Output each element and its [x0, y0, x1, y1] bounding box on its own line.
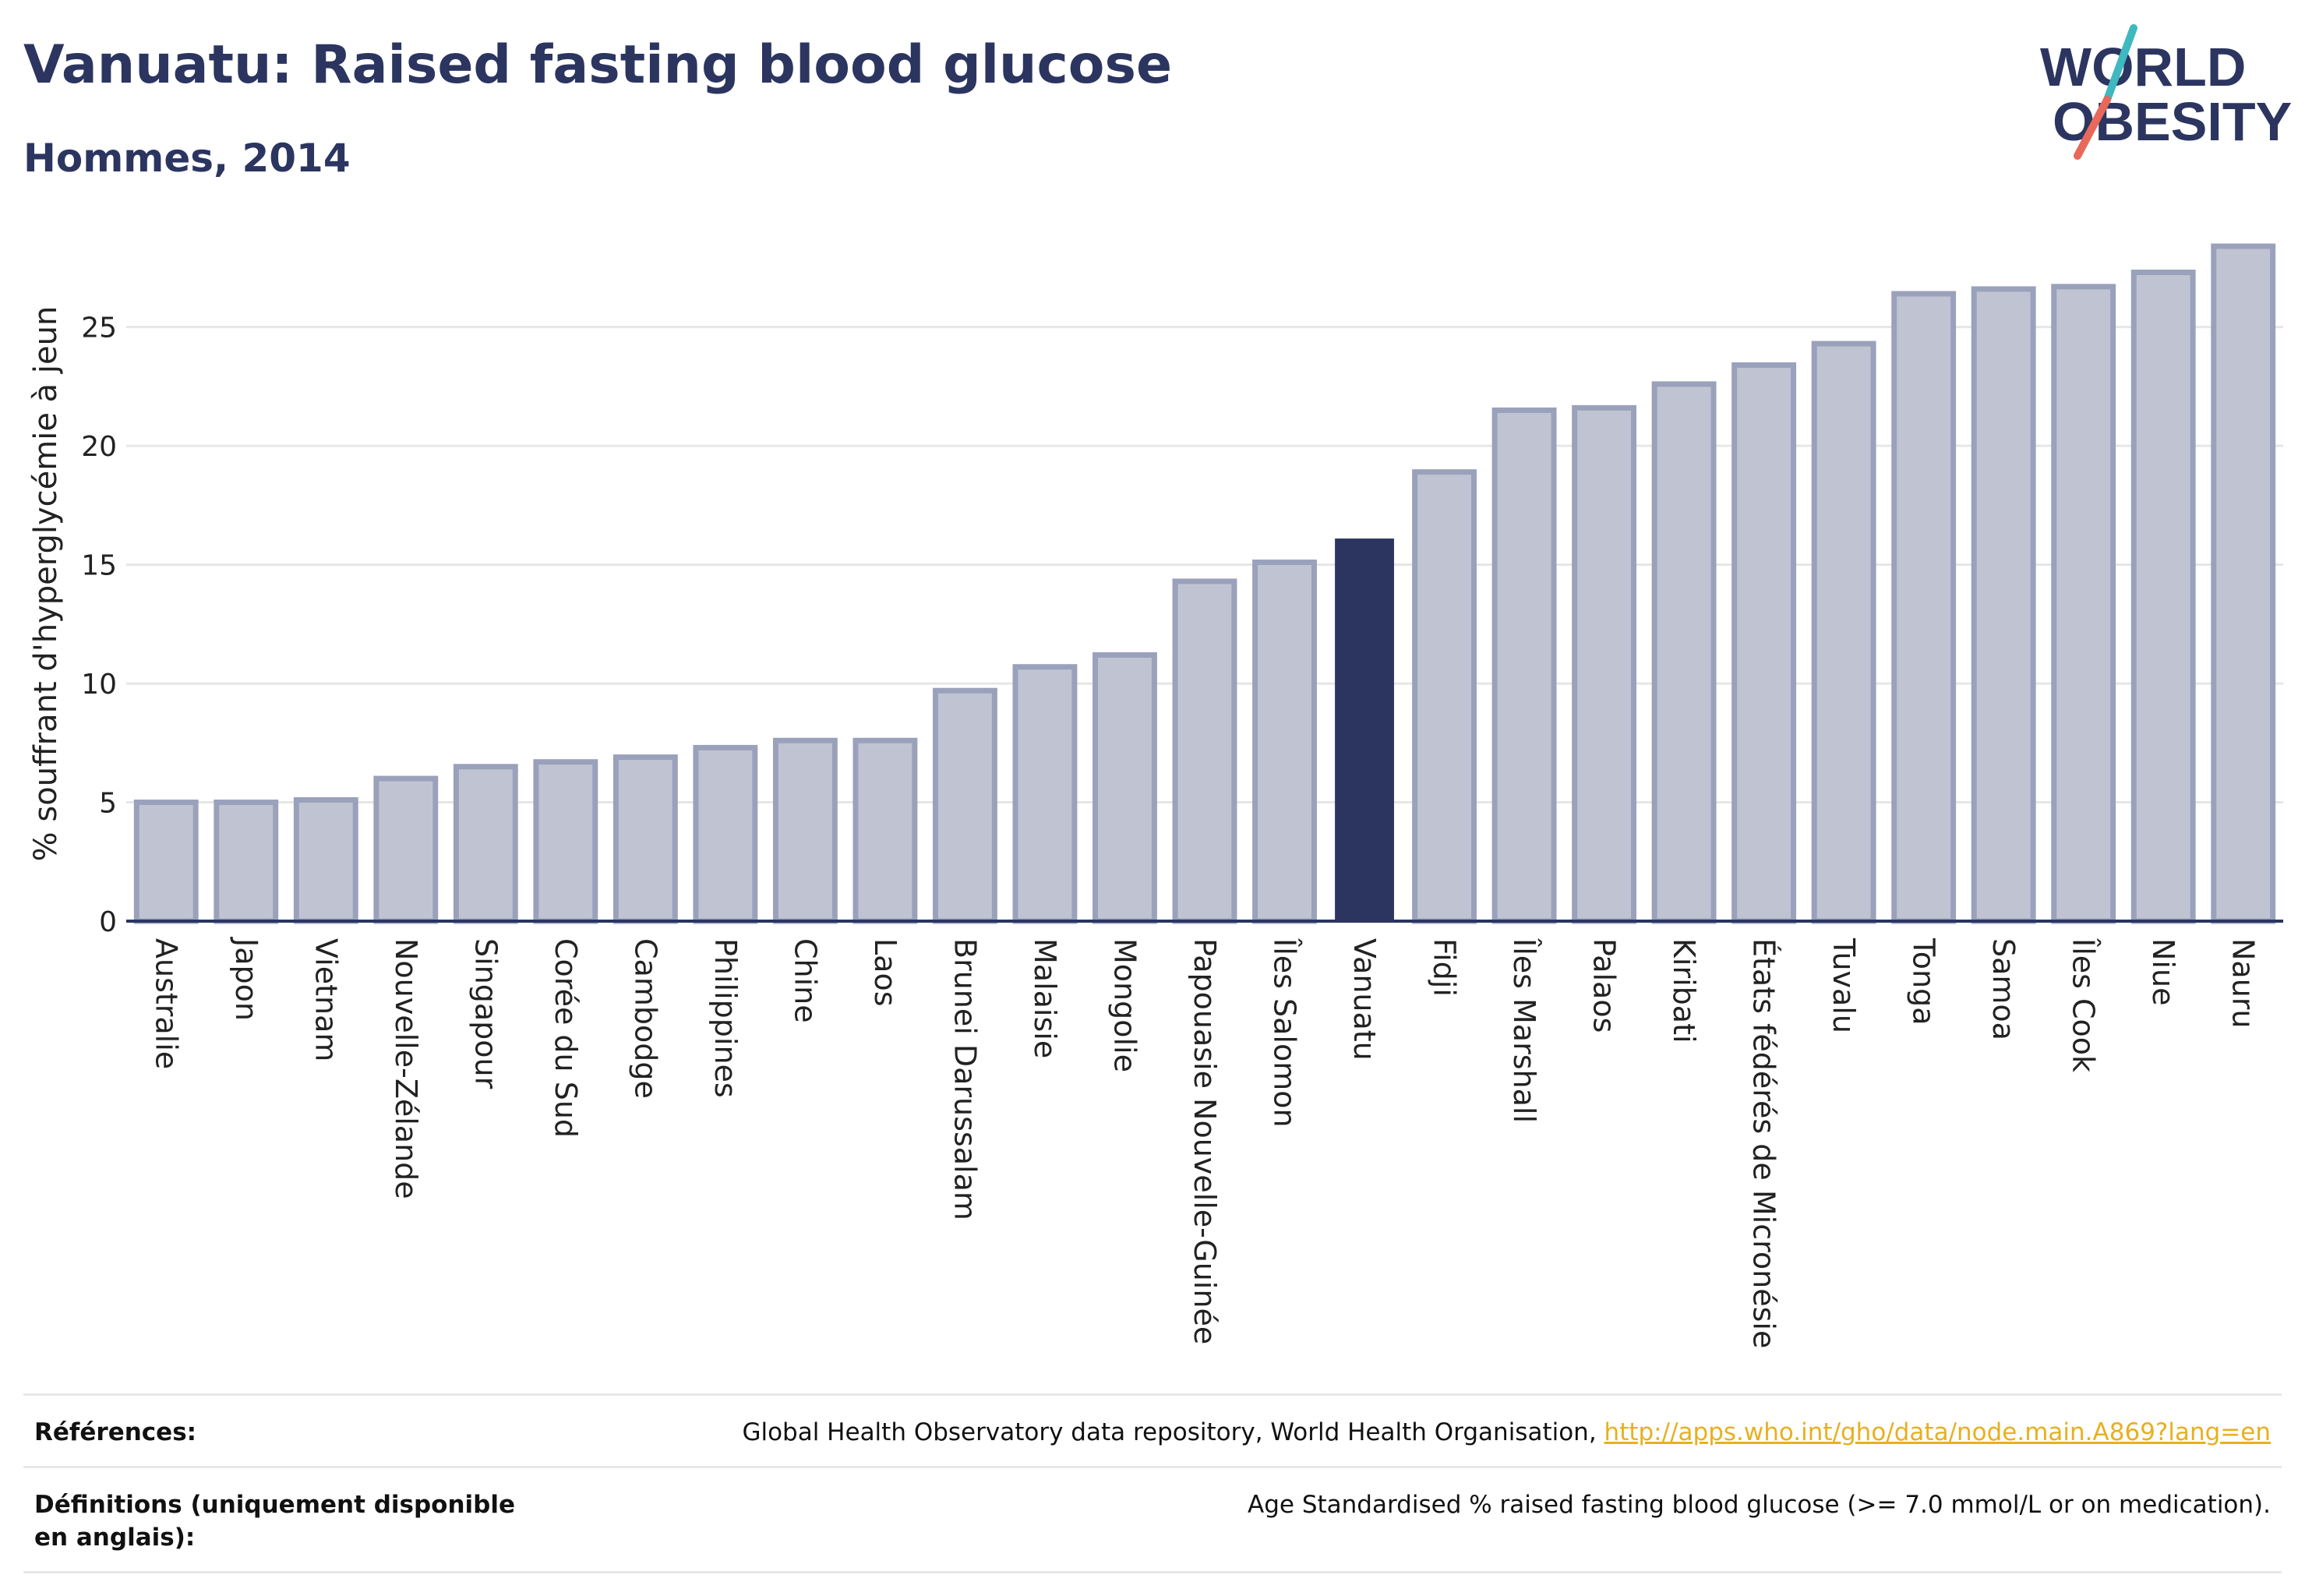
bar-tonga[interactable] — [1891, 291, 1957, 924]
bar-vanuatu[interactable] — [1335, 538, 1394, 921]
sources-value: Global Health Observatory data repositor… — [742, 1416, 2271, 1449]
bar-malaisie[interactable] — [1012, 664, 1078, 924]
y-tick-label: 5 — [99, 788, 117, 820]
bar-fidji[interactable] — [1412, 469, 1477, 924]
references-table: Références: Global Health Observatory da… — [23, 1393, 2282, 1573]
x-tick-label: Tuvalu — [1827, 937, 1861, 1033]
x-tick-label: Îles Marshall — [1507, 937, 1541, 1123]
bar-laos[interactable] — [852, 737, 918, 924]
sources-label: Références: — [34, 1418, 197, 1446]
chart-subtitle: Hommes, 2014 — [23, 136, 351, 181]
sources-text: Global Health Observatory data repositor… — [742, 1418, 1597, 1446]
definitions-row: Définitions (uniquement disponible en an… — [23, 1466, 2282, 1573]
bar-corée-du-sud[interactable] — [533, 759, 598, 924]
y-tick-label: 20 — [81, 431, 117, 463]
bar-états-fédérés-de-micronésie[interactable] — [1731, 362, 1797, 924]
world-obesity-logo: WORLD OBESITY — [2040, 24, 2291, 160]
x-tick-label: Mongolie — [1107, 938, 1142, 1072]
x-tick-label: Kiribati — [1667, 938, 1701, 1043]
bar-chine[interactable] — [772, 737, 838, 924]
logo-slash-top — [2103, 24, 2137, 104]
x-tick-label: Vanuatu — [1347, 938, 1382, 1061]
logo-slash-bottom — [2074, 96, 2111, 160]
logo-word-world: WORLD — [2040, 37, 2246, 97]
x-tick-label: Nouvelle-Zélande — [389, 938, 423, 1199]
x-tick-label: Malaisie — [1028, 938, 1062, 1058]
sources-link[interactable]: http://apps.who.int/gho/data/node.main.A… — [1604, 1418, 2271, 1446]
x-tick-label: Palaos — [1587, 938, 1622, 1033]
bar-palaos[interactable] — [1572, 404, 1637, 924]
x-tick-label: Chine — [788, 938, 822, 1023]
bar-nouvelle-zélande[interactable] — [373, 775, 439, 924]
x-tick-label: Japon — [229, 937, 263, 1021]
x-tick-label: Îles Cook — [2067, 937, 2101, 1072]
x-tick-label: Brunei Darussalam — [948, 938, 982, 1220]
x-tick-label: Laos — [868, 938, 902, 1007]
x-tick-label: Fidji — [1428, 938, 1462, 997]
bar-îles-salomon[interactable] — [1252, 560, 1317, 924]
x-tick-label: Niue — [2146, 938, 2180, 1005]
x-tick-label: Australie — [149, 938, 183, 1069]
bar-singapour[interactable] — [453, 764, 518, 924]
bar-japon[interactable] — [214, 800, 279, 924]
definitions-label: Définitions (uniquement disponible en an… — [34, 1491, 516, 1552]
bar-îles-cook[interactable] — [2051, 284, 2116, 924]
x-tick-label: Cambodge — [628, 938, 662, 1099]
bar-philippines[interactable] — [693, 744, 758, 924]
x-tick-label: Îles Salomon — [1268, 937, 1302, 1128]
bar-nauru[interactable] — [2211, 243, 2276, 924]
sources-row: Références: Global Health Observatory da… — [23, 1393, 2282, 1466]
bar-papouasie-nouvelle-guinée[interactable] — [1172, 578, 1237, 924]
x-tick-label: Philippines — [708, 938, 743, 1098]
y-tick-label: 25 — [81, 312, 117, 344]
x-tick-label: États fédérés de Micronésie — [1747, 938, 1781, 1348]
y-tick-label: 10 — [81, 669, 117, 701]
x-tick-label: Samoa — [1986, 938, 2021, 1040]
bar-australie[interactable] — [133, 800, 199, 924]
y-tick-label: 0 — [99, 906, 117, 938]
bar-brunei-darussalam[interactable] — [933, 687, 997, 924]
bar-vietnam[interactable] — [293, 796, 358, 924]
definitions-value: Age Standardised % raised fasting blood … — [1248, 1491, 2271, 1519]
bar-mongolie[interactable] — [1092, 651, 1157, 924]
bar-tuvalu[interactable] — [1811, 341, 1876, 924]
x-tick-label: Tonga — [1907, 937, 1941, 1026]
bar-niue[interactable] — [2130, 270, 2196, 924]
x-tick-label: Corée du Sud — [549, 938, 583, 1138]
y-tick-label: 15 — [81, 550, 117, 582]
x-tick-label: Vietnam — [309, 938, 343, 1061]
x-tick-label: Papouasie Nouvelle-Guinée — [1188, 938, 1222, 1344]
y-axis-label: % souffrant d'hyperglycémie à jeun — [28, 306, 64, 862]
bar-chart: 0 5 10 15 20 25 % souffrant d'hyperglycémie à … — [28, 243, 2283, 1348]
bar-kiribati[interactable] — [1651, 381, 1717, 924]
bar-îles-marshall[interactable] — [1491, 407, 1557, 924]
chart-title: Vanuatu: Raised fasting blood glucose — [23, 34, 1173, 96]
x-tick-label: Singapour — [468, 938, 503, 1089]
bar-samoa[interactable] — [1971, 286, 2036, 924]
bar-cambodge[interactable] — [612, 754, 678, 924]
x-tick-label: Nauru — [2226, 938, 2261, 1029]
